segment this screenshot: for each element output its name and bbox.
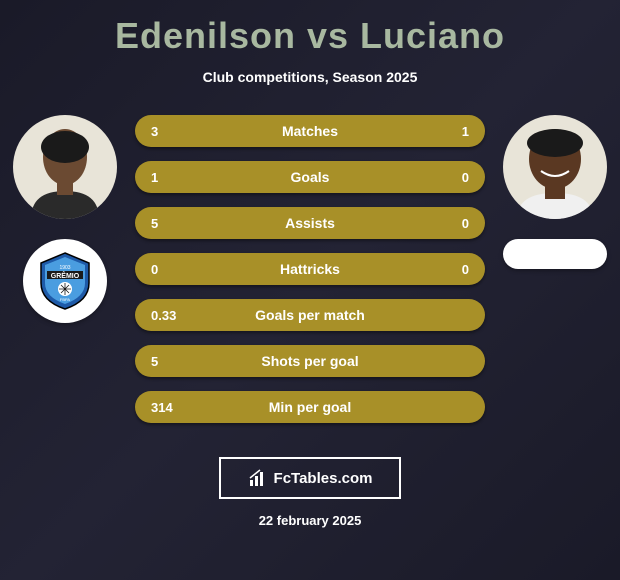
- svg-text:FBPA: FBPA: [60, 297, 70, 302]
- chart-icon: [248, 468, 268, 488]
- stat-left-value: 5: [151, 354, 191, 369]
- stat-row: 0 Hattricks 0: [135, 253, 485, 285]
- stat-right-value: 0: [429, 262, 469, 277]
- stat-row: 314 Min per goal: [135, 391, 485, 423]
- stat-left-value: 3: [151, 124, 191, 139]
- stat-label: Assists: [285, 215, 335, 231]
- svg-text:GRÊMIO: GRÊMIO: [51, 271, 80, 280]
- avatar-icon: [503, 115, 607, 219]
- stat-right-value: 0: [429, 216, 469, 231]
- avatar-icon: [13, 115, 117, 219]
- player-left-avatar: [13, 115, 117, 219]
- stat-row: 5 Shots per goal: [135, 345, 485, 377]
- stat-row: 0.33 Goals per match: [135, 299, 485, 331]
- stats-list: 3 Matches 1 1 Goals 0 5 Assists 0 0 Hatt…: [135, 115, 485, 423]
- stat-label: Goals per match: [255, 307, 365, 323]
- stat-right-value: 0: [429, 170, 469, 185]
- stat-label: Min per goal: [269, 399, 351, 415]
- footer-date: 22 february 2025: [0, 513, 620, 528]
- stat-label: Hattricks: [280, 261, 340, 277]
- comparison-content: GRÊMIO 1903 FBPA 3 Matches 1 1 Goals 0 5…: [0, 115, 620, 435]
- stat-row: 5 Assists 0: [135, 207, 485, 239]
- player-right-club-badge: [503, 239, 607, 269]
- stat-left-value: 314: [151, 400, 191, 415]
- left-column: GRÊMIO 1903 FBPA: [0, 115, 130, 323]
- stat-row: 1 Goals 0: [135, 161, 485, 193]
- stat-left-value: 1: [151, 170, 191, 185]
- subtitle: Club competitions, Season 2025: [0, 69, 620, 85]
- svg-text:1903: 1903: [59, 265, 70, 271]
- stat-right-value: 1: [429, 124, 469, 139]
- right-column: [490, 115, 620, 269]
- player-right-avatar: [503, 115, 607, 219]
- club-badge-icon: GRÊMIO 1903 FBPA: [33, 249, 97, 313]
- footer-brand-text: FcTables.com: [274, 470, 373, 487]
- stat-row: 3 Matches 1: [135, 115, 485, 147]
- stat-left-value: 0.33: [151, 308, 191, 323]
- page-title: Edenilson vs Luciano: [0, 0, 620, 57]
- footer-brand-badge: FcTables.com: [219, 457, 401, 499]
- player-left-club-badge: GRÊMIO 1903 FBPA: [23, 239, 107, 323]
- stat-label: Shots per goal: [261, 353, 358, 369]
- stat-label: Matches: [282, 123, 338, 139]
- stat-left-value: 5: [151, 216, 191, 231]
- stat-left-value: 0: [151, 262, 191, 277]
- stat-label: Goals: [291, 169, 330, 185]
